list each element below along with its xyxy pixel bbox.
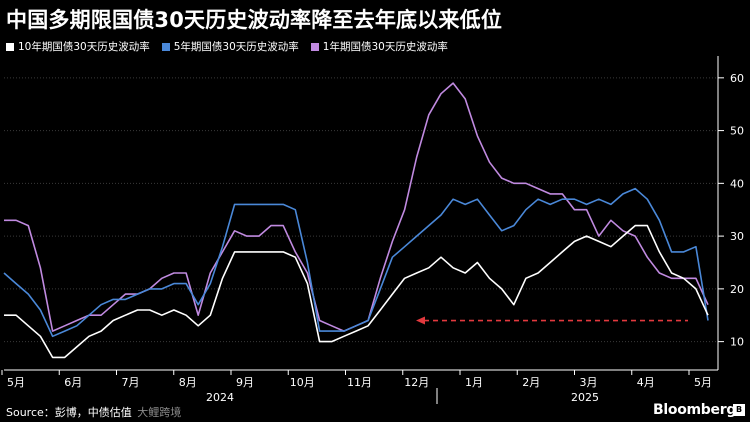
y-tick-label: 20 <box>730 283 744 296</box>
year-label-2024: 2024 <box>206 391 234 404</box>
watermark-text: 大鲤跨境 <box>137 406 182 419</box>
x-tick-label: 9月 <box>236 376 254 389</box>
series-line-2 <box>4 82 709 332</box>
annotation-arrowhead <box>416 316 425 325</box>
x-tick-label: 6月 <box>64 376 82 389</box>
y-tick-label: 30 <box>730 230 744 243</box>
chart-title: 中国多期限国债30天历史波动率降至去年底以来低位 <box>6 8 503 32</box>
legend-swatch-10y <box>6 42 14 51</box>
series-line-0 <box>4 224 709 359</box>
y-tick-label: 50 <box>730 125 744 138</box>
legend-item-5y: 5年期国债30天历史波动率 <box>161 39 299 54</box>
brand-badge-icon: B <box>733 404 745 416</box>
legend-item-1y: 1年期国债30天历史波动率 <box>310 39 448 54</box>
legend-swatch-5y <box>161 42 170 51</box>
legend-item-10y: 10年期国债30天历史波动率 <box>6 39 150 54</box>
x-tick-label: 12月 <box>404 376 429 389</box>
y-tick-label: 10 <box>730 336 744 349</box>
x-tick-label: 11月 <box>347 376 372 389</box>
x-tick-label: 3月 <box>580 376 598 389</box>
x-tick-label: 7月 <box>122 376 140 389</box>
legend-swatch-1y <box>310 42 319 51</box>
legend: 10年期国债30天历史波动率 5年期国债30天历史波动率 1年期国债30天历史波… <box>6 39 448 54</box>
legend-label-5y: 5年期国债30天历史波动率 <box>173 41 299 53</box>
x-tick-label: 2月 <box>522 376 540 389</box>
source-label: Source：彭博，中债估值 <box>6 406 132 419</box>
x-tick-label: 1月 <box>465 376 483 389</box>
x-tick-label: 5月 <box>7 376 25 389</box>
x-tick-label: 5月 <box>694 376 712 389</box>
series-line-1 <box>3 187 709 338</box>
source-note: Source：彭博，中债估值 大鲤跨境 <box>6 404 181 420</box>
x-tick-label: 10月 <box>290 376 315 389</box>
legend-label-10y: 10年期国债30天历史波动率 <box>18 41 150 53</box>
y-tick-label: 40 <box>730 177 744 190</box>
x-tick-label: 8月 <box>179 376 197 389</box>
bloomberg-logo: Bloomberg <box>653 402 737 418</box>
year-label-2025: 2025 <box>571 391 599 404</box>
y-tick-label: 60 <box>730 72 744 85</box>
legend-label-1y: 1年期国债30天历史波动率 <box>322 41 448 53</box>
x-tick-label: 4月 <box>637 376 655 389</box>
